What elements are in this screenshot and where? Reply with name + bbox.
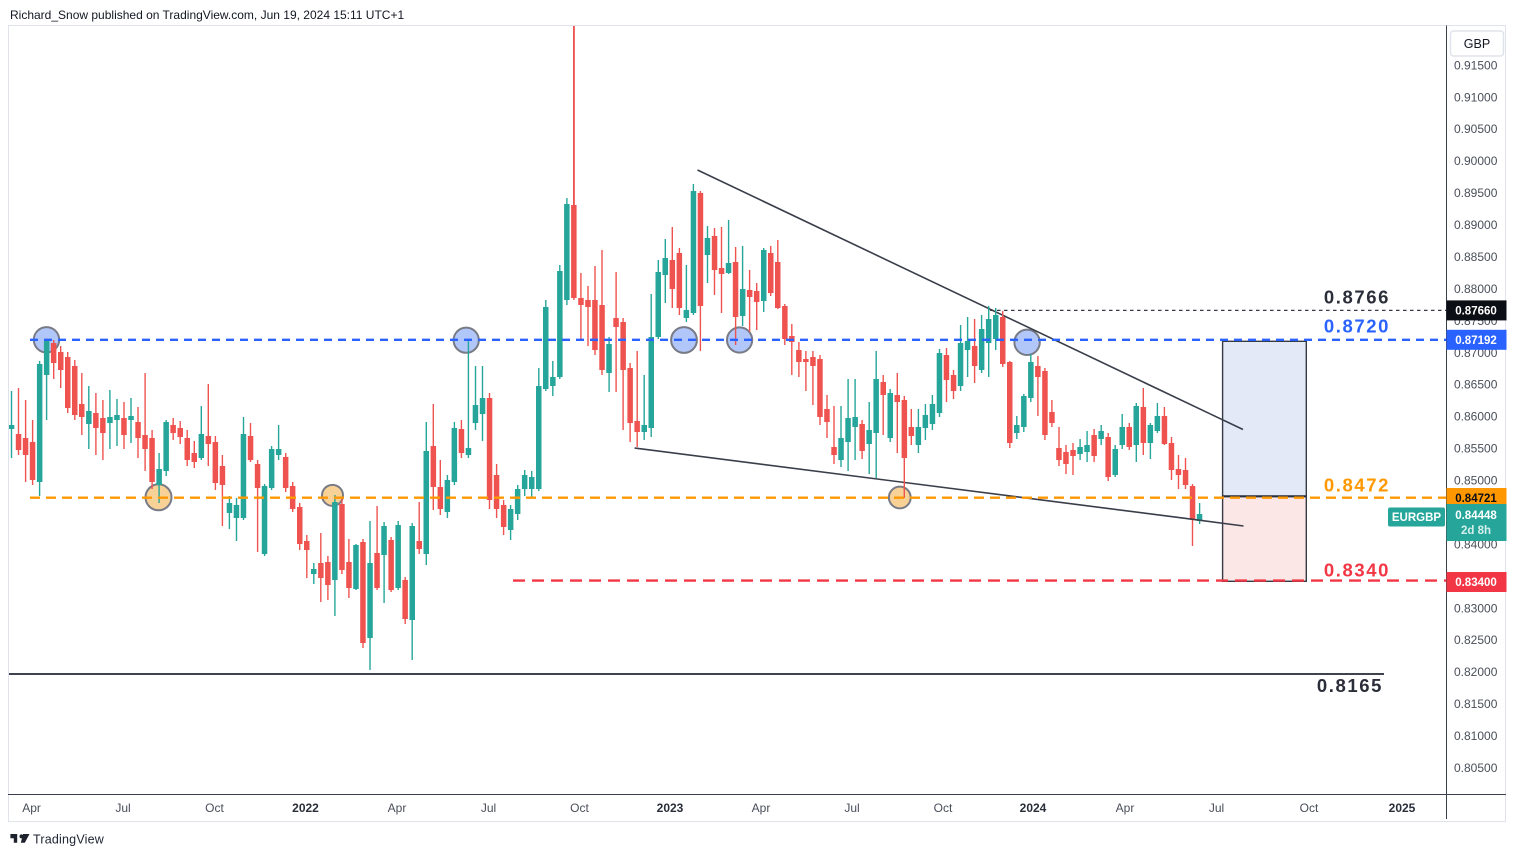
svg-text:0.88000: 0.88000 <box>1454 282 1498 296</box>
svg-text:2d 8h: 2d 8h <box>1461 525 1491 537</box>
svg-text:0.82500: 0.82500 <box>1454 633 1498 647</box>
svg-text:Apr: Apr <box>1116 801 1135 815</box>
svg-text:Richard_Snow published on Trad: Richard_Snow published on TradingView.co… <box>10 8 404 22</box>
svg-text:2025: 2025 <box>1389 801 1416 815</box>
svg-text:Oct: Oct <box>1300 801 1319 815</box>
svg-text:Jul: Jul <box>1209 801 1224 815</box>
svg-text:0.8165: 0.8165 <box>1317 675 1383 696</box>
svg-text:GBP: GBP <box>1464 37 1490 51</box>
svg-text:Oct: Oct <box>570 801 589 815</box>
svg-text:0.89500: 0.89500 <box>1454 186 1498 200</box>
svg-text:0.90000: 0.90000 <box>1454 154 1498 168</box>
svg-text:2022: 2022 <box>292 801 319 815</box>
svg-text:Oct: Oct <box>205 801 224 815</box>
svg-text:Apr: Apr <box>752 801 771 815</box>
svg-text:0.80500: 0.80500 <box>1454 761 1498 775</box>
svg-text:0.83000: 0.83000 <box>1454 601 1498 615</box>
svg-text:0.8720: 0.8720 <box>1324 316 1390 337</box>
svg-text:Oct: Oct <box>934 801 953 815</box>
svg-text:Jul: Jul <box>481 801 496 815</box>
svg-text:0.90500: 0.90500 <box>1454 122 1498 136</box>
svg-text:Jul: Jul <box>844 801 859 815</box>
svg-text:Jul: Jul <box>115 801 130 815</box>
svg-text:0.86500: 0.86500 <box>1454 378 1498 392</box>
svg-text:0.87192: 0.87192 <box>1455 335 1497 347</box>
svg-text:0.83400: 0.83400 <box>1455 577 1497 589</box>
svg-text:0.85500: 0.85500 <box>1454 442 1498 456</box>
svg-text:0.8472: 0.8472 <box>1324 475 1390 496</box>
svg-text:EURGBP: EURGBP <box>1392 512 1442 524</box>
svg-text:0.81500: 0.81500 <box>1454 697 1498 711</box>
svg-text:0.8766: 0.8766 <box>1324 287 1390 308</box>
svg-text:Apr: Apr <box>22 801 41 815</box>
svg-text:0.82000: 0.82000 <box>1454 665 1498 679</box>
svg-text:2024: 2024 <box>1020 801 1047 815</box>
svg-text:0.88500: 0.88500 <box>1454 250 1498 264</box>
svg-text:0.84721: 0.84721 <box>1455 493 1497 505</box>
svg-text:TradingView: TradingView <box>33 833 105 847</box>
svg-text:Apr: Apr <box>388 801 407 815</box>
svg-text:0.84448: 0.84448 <box>1455 510 1497 522</box>
svg-text:2023: 2023 <box>657 801 684 815</box>
svg-text:0.89000: 0.89000 <box>1454 218 1498 232</box>
svg-text:0.91000: 0.91000 <box>1454 90 1498 104</box>
svg-text:0.8340: 0.8340 <box>1324 560 1390 581</box>
svg-text:0.86000: 0.86000 <box>1454 410 1498 424</box>
svg-text:0.85000: 0.85000 <box>1454 474 1498 488</box>
svg-text:0.81000: 0.81000 <box>1454 729 1498 743</box>
svg-text:0.91500: 0.91500 <box>1454 58 1498 72</box>
svg-text:0.87660: 0.87660 <box>1455 306 1497 318</box>
